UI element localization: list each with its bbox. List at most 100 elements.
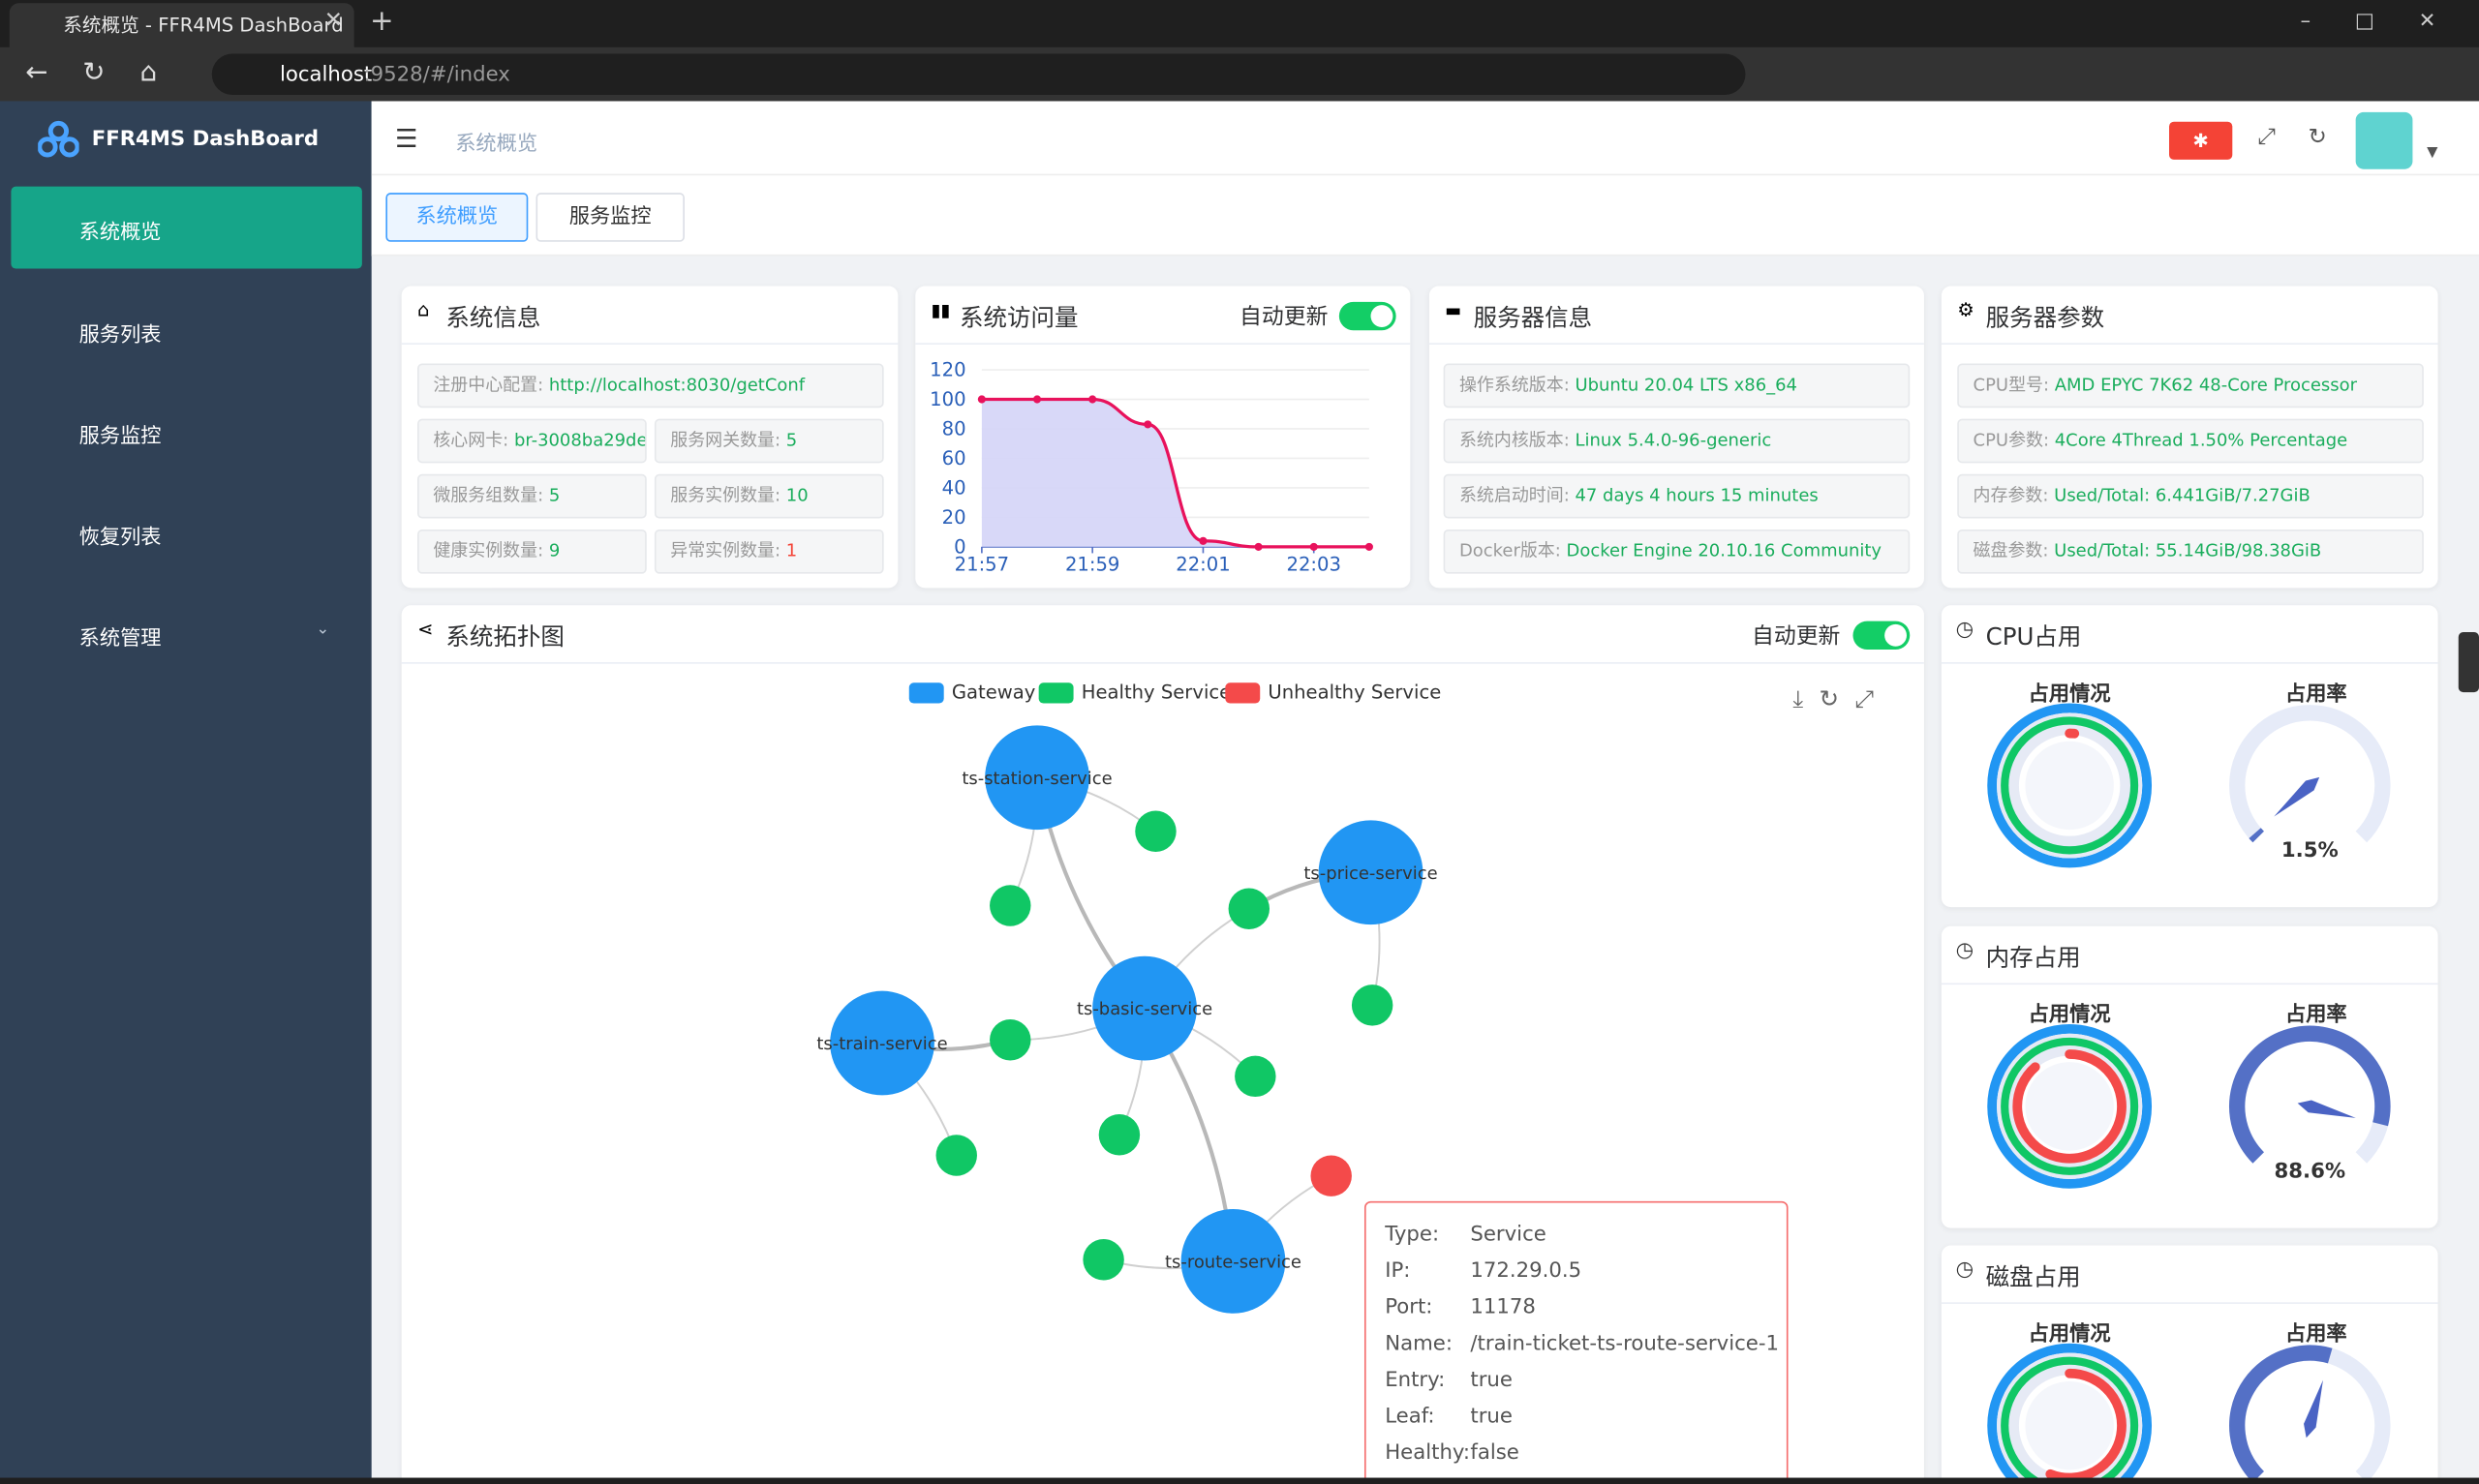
toolbox[interactable]: ⤓↻⤢ xyxy=(1792,683,1890,713)
gauge-needle xyxy=(2297,1100,2356,1118)
node-label: ts-price-service xyxy=(1303,863,1437,884)
tooltip-key: IP: xyxy=(1385,1259,1411,1284)
ring-inner xyxy=(2025,1380,2114,1470)
point xyxy=(1364,542,1373,551)
point xyxy=(1199,536,1208,545)
panel-title: CPU占用 xyxy=(1985,622,2082,651)
info-row: 服务网关数量: 5 xyxy=(654,418,884,464)
point xyxy=(977,395,986,404)
browser-tab[interactable] xyxy=(9,3,354,47)
row-label: Docker版本: xyxy=(1458,540,1561,561)
legend-label: Healthy Service xyxy=(1082,681,1231,704)
node-label: ts-train-service xyxy=(816,1034,947,1054)
ring-green xyxy=(2001,716,2139,855)
legend-swatch xyxy=(1038,682,1074,704)
fullscreen-icon[interactable]: ⤢ xyxy=(2257,124,2276,151)
ring-green xyxy=(2001,1356,2139,1484)
row-value: Used/Total: 6.441GiB/7.27GiB xyxy=(2054,485,2311,506)
bug-button[interactable]: ✱ xyxy=(2169,121,2233,160)
header xyxy=(371,101,2479,257)
refresh-icon[interactable]: ↻ xyxy=(2308,124,2327,151)
address-bar[interactable] xyxy=(211,53,1746,95)
auto-update-toggle[interactable] xyxy=(1338,301,1396,331)
y-tick-label: 100 xyxy=(930,388,965,410)
menu-item[interactable]: 服务监控 xyxy=(78,425,162,449)
graph-node xyxy=(935,1135,977,1176)
graph-node xyxy=(830,990,934,1096)
menu-item[interactable]: 恢复列表 xyxy=(78,526,162,551)
node-label: ts-basic-service xyxy=(1077,999,1212,1019)
tooltip-key: Leaf: xyxy=(1385,1405,1435,1429)
gauge-subtitle: 占用情况 xyxy=(2028,1003,2111,1028)
info-row: CPU型号: AMD EPYC 7K62 48-Core Processor xyxy=(1957,363,2424,409)
gauge-icon: ◷ xyxy=(1955,1257,1974,1283)
avatar[interactable] xyxy=(2355,111,2413,169)
info-row: Docker版本: Docker Engine 20.10.16 Communi… xyxy=(1443,529,1911,574)
tooltip-value: true xyxy=(1470,1368,1513,1393)
menu-item[interactable]: 系统管理 xyxy=(78,627,162,651)
gauge-needle xyxy=(2304,1379,2323,1439)
tab[interactable]: 系统概览 xyxy=(385,193,529,242)
graph-node xyxy=(1083,1239,1124,1281)
scroll-handle[interactable] xyxy=(2458,632,2479,693)
avatar-caret[interactable]: ▼ xyxy=(2427,145,2438,162)
panel-head xyxy=(401,605,1924,664)
gauge-subtitle: 占用情况 xyxy=(2028,682,2111,707)
new-tab[interactable]: + xyxy=(370,4,394,39)
graph-node xyxy=(1235,1055,1276,1098)
menu-item[interactable]: 服务列表 xyxy=(78,323,162,348)
legend-swatch xyxy=(908,682,944,704)
x-tick-label: 21:57 xyxy=(955,553,1009,575)
gauge-progress xyxy=(2229,1345,2333,1483)
window-controls: –□✕ xyxy=(2300,9,2479,34)
tab-close[interactable]: ✕ xyxy=(323,8,343,34)
info-row: 微服务组数量: 5 xyxy=(417,473,647,519)
point xyxy=(1309,542,1318,551)
panel-title: 服务器信息 xyxy=(1473,303,1593,332)
tab[interactable]: 服务监控 xyxy=(536,193,685,242)
panel-head-line xyxy=(1941,983,2438,985)
auto-update-toggle[interactable] xyxy=(1852,621,1911,651)
url-path: :9528/#/index xyxy=(363,63,510,87)
nav-buttons[interactable]: ←↻⌂ xyxy=(25,56,193,89)
legend-swatch xyxy=(1225,682,1261,704)
row-label: 系统内核版本: xyxy=(1458,430,1570,451)
gauge-value-label: 88.6% xyxy=(2274,1159,2345,1183)
row-label: 服务网关数量: xyxy=(670,430,781,451)
tooltip-value: 11178 xyxy=(1470,1295,1536,1320)
gauge-subtitle: 占用率 xyxy=(2284,1003,2347,1028)
y-tick-label: 0 xyxy=(954,535,965,558)
row-label: 服务实例数量: xyxy=(670,485,781,506)
line xyxy=(981,397,1369,549)
sidebar xyxy=(0,101,372,1484)
row-value: 1 xyxy=(785,540,798,561)
x-tick-label: 22:01 xyxy=(1176,553,1230,575)
panel-title: 系统拓扑图 xyxy=(445,622,565,651)
row-value: 47 days 4 hours 15 minutes xyxy=(1575,485,1819,506)
row-value: 5 xyxy=(548,485,561,506)
row-value: 10 xyxy=(785,485,809,506)
panel-head xyxy=(1941,287,2438,345)
tooltip-value: /train-ticket-ts-route-service-1 xyxy=(1470,1332,1780,1356)
point xyxy=(1088,395,1097,404)
row-label: CPU参数: xyxy=(1973,430,2050,451)
info-row: 磁盘参数: Used/Total: 55.14GiB/98.38GiB xyxy=(1957,529,2424,574)
menu-item[interactable]: 系统概览 xyxy=(78,221,162,246)
ring-green xyxy=(2001,1037,2139,1175)
panel-head-line xyxy=(1941,1302,2438,1304)
graph-node xyxy=(1318,820,1423,925)
tooltip xyxy=(1363,1200,1789,1484)
hamburger[interactable]: ☰ xyxy=(395,123,418,154)
y-tick-label: 120 xyxy=(930,359,965,381)
node-label: ts-route-service xyxy=(1165,1252,1301,1272)
y-tick-label: 80 xyxy=(942,418,966,440)
info-row: 系统启动时间: 47 days 4 hours 15 minutes xyxy=(1443,473,1911,519)
row-label: CPU型号: xyxy=(1973,374,2050,396)
monitor-icon: ▬ xyxy=(1445,300,1462,321)
info-row: 健康实例数量: 9 xyxy=(417,529,647,574)
panel-title: 系统信息 xyxy=(445,303,541,332)
row-label: 健康实例数量: xyxy=(433,540,544,561)
info-row: CPU参数: 4Core 4Thread 1.50% Percentage xyxy=(1957,418,2424,464)
tooltip-key: Healthy: xyxy=(1385,1440,1471,1466)
graph-node xyxy=(1098,1114,1141,1156)
